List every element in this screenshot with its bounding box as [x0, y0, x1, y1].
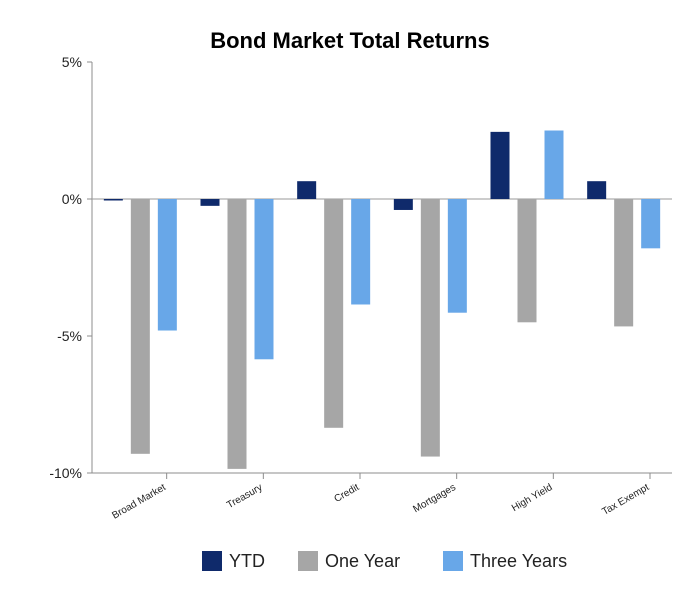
legend-label-three-years: Three Years — [470, 551, 567, 571]
bar-credit-one-year — [324, 199, 344, 428]
legend-swatch-three-years — [443, 551, 463, 571]
chart-title: Bond Market Total Returns — [210, 28, 490, 53]
bar-high-yield-ytd — [490, 131, 510, 199]
legend: YTD One Year Three Years — [202, 551, 567, 571]
bar-mortgages-one-year — [420, 199, 440, 457]
y-tick-label: 5% — [62, 54, 82, 70]
y-axis: 5% 0% -5% -10% — [49, 54, 93, 481]
bar-broad-market-one-year — [130, 199, 150, 454]
bar-treasury-three-years — [254, 199, 274, 360]
bar-tax-exempt-one-year — [614, 199, 634, 327]
x-tick-label-treasury: Treasury — [225, 482, 264, 511]
y-tick-label: -5% — [57, 328, 82, 344]
legend-label-one-year: One Year — [325, 551, 400, 571]
bar-mortgages-ytd — [393, 199, 413, 210]
bar-mortgages-three-years — [447, 199, 467, 313]
y-tick-label: -10% — [49, 465, 82, 481]
bar-treasury-ytd — [200, 199, 220, 206]
bar-broad-market-ytd — [103, 199, 123, 201]
legend-label-ytd: YTD — [229, 551, 265, 571]
x-tick-label-credit: Credit — [333, 482, 362, 505]
bar-credit-ytd — [297, 181, 317, 199]
y-tick-label: 0% — [62, 191, 82, 207]
bar-tax-exempt-three-years — [641, 199, 661, 249]
bar-treasury-one-year — [227, 199, 247, 469]
bars — [92, 130, 672, 469]
x-tick-label-mortgages: Mortgages — [411, 482, 457, 515]
x-tick-label-tax-exempt: Tax Exempt — [600, 482, 651, 518]
bar-credit-three-years — [351, 199, 371, 305]
bar-high-yield-three-years — [544, 130, 564, 199]
x-axis: Broad Market Treasury Credit Mortgages High … — [92, 472, 672, 522]
bar-high-yield-one-year — [517, 199, 537, 323]
x-tick-label-high-yield: High Yield — [510, 482, 554, 514]
bar-broad-market-three-years — [157, 199, 177, 331]
bar-tax-exempt-ytd — [587, 181, 607, 199]
legend-swatch-ytd — [202, 551, 222, 571]
legend-swatch-one-year — [298, 551, 318, 571]
x-tick-label-broad-market: Broad Market — [110, 482, 168, 522]
